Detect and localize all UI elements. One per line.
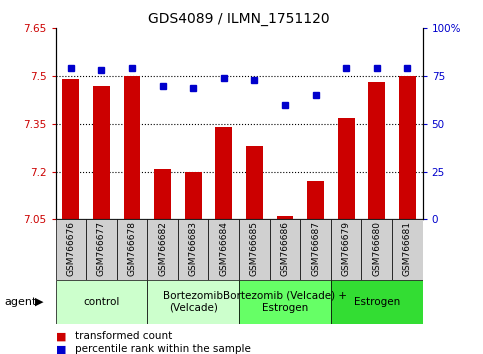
- Bar: [246, 146, 263, 219]
- Bar: [117, 219, 147, 280]
- Bar: [56, 219, 86, 280]
- Text: ▶: ▶: [35, 297, 43, 307]
- Text: GSM766687: GSM766687: [311, 221, 320, 276]
- Text: ■: ■: [56, 344, 66, 354]
- Bar: [62, 79, 79, 219]
- Title: GDS4089 / ILMN_1751120: GDS4089 / ILMN_1751120: [148, 12, 330, 26]
- Text: GSM766679: GSM766679: [341, 221, 351, 276]
- Text: percentile rank within the sample: percentile rank within the sample: [75, 344, 251, 354]
- Text: control: control: [83, 297, 120, 307]
- Bar: [392, 219, 423, 280]
- Bar: [338, 118, 355, 219]
- Bar: [331, 219, 361, 280]
- Text: GSM766684: GSM766684: [219, 221, 228, 276]
- Bar: [86, 219, 117, 280]
- Bar: [369, 82, 385, 219]
- Text: GSM766685: GSM766685: [250, 221, 259, 276]
- Bar: [147, 219, 178, 280]
- Text: GSM766682: GSM766682: [158, 221, 167, 276]
- Text: transformed count: transformed count: [75, 331, 172, 341]
- Bar: [185, 172, 201, 219]
- Text: agent: agent: [5, 297, 37, 307]
- Bar: [147, 280, 239, 324]
- Bar: [93, 86, 110, 219]
- Bar: [215, 127, 232, 219]
- Text: Bortezomib
(Velcade): Bortezomib (Velcade): [163, 291, 223, 313]
- Bar: [154, 169, 171, 219]
- Bar: [277, 216, 293, 219]
- Text: GSM766677: GSM766677: [97, 221, 106, 276]
- Bar: [361, 219, 392, 280]
- Bar: [209, 219, 239, 280]
- Text: GSM766686: GSM766686: [281, 221, 289, 276]
- Text: Estrogen: Estrogen: [354, 297, 400, 307]
- Text: GSM766676: GSM766676: [66, 221, 75, 276]
- Text: Bortezomib (Velcade) +
Estrogen: Bortezomib (Velcade) + Estrogen: [223, 291, 347, 313]
- Text: GSM766680: GSM766680: [372, 221, 381, 276]
- Text: GSM766681: GSM766681: [403, 221, 412, 276]
- Bar: [56, 280, 147, 324]
- Bar: [399, 76, 416, 219]
- Bar: [239, 280, 331, 324]
- Bar: [331, 280, 423, 324]
- Bar: [300, 219, 331, 280]
- Bar: [307, 181, 324, 219]
- Bar: [270, 219, 300, 280]
- Bar: [239, 219, 270, 280]
- Text: GSM766683: GSM766683: [189, 221, 198, 276]
- Bar: [178, 219, 209, 280]
- Text: ■: ■: [56, 331, 66, 341]
- Text: GSM766678: GSM766678: [128, 221, 137, 276]
- Bar: [124, 76, 141, 219]
